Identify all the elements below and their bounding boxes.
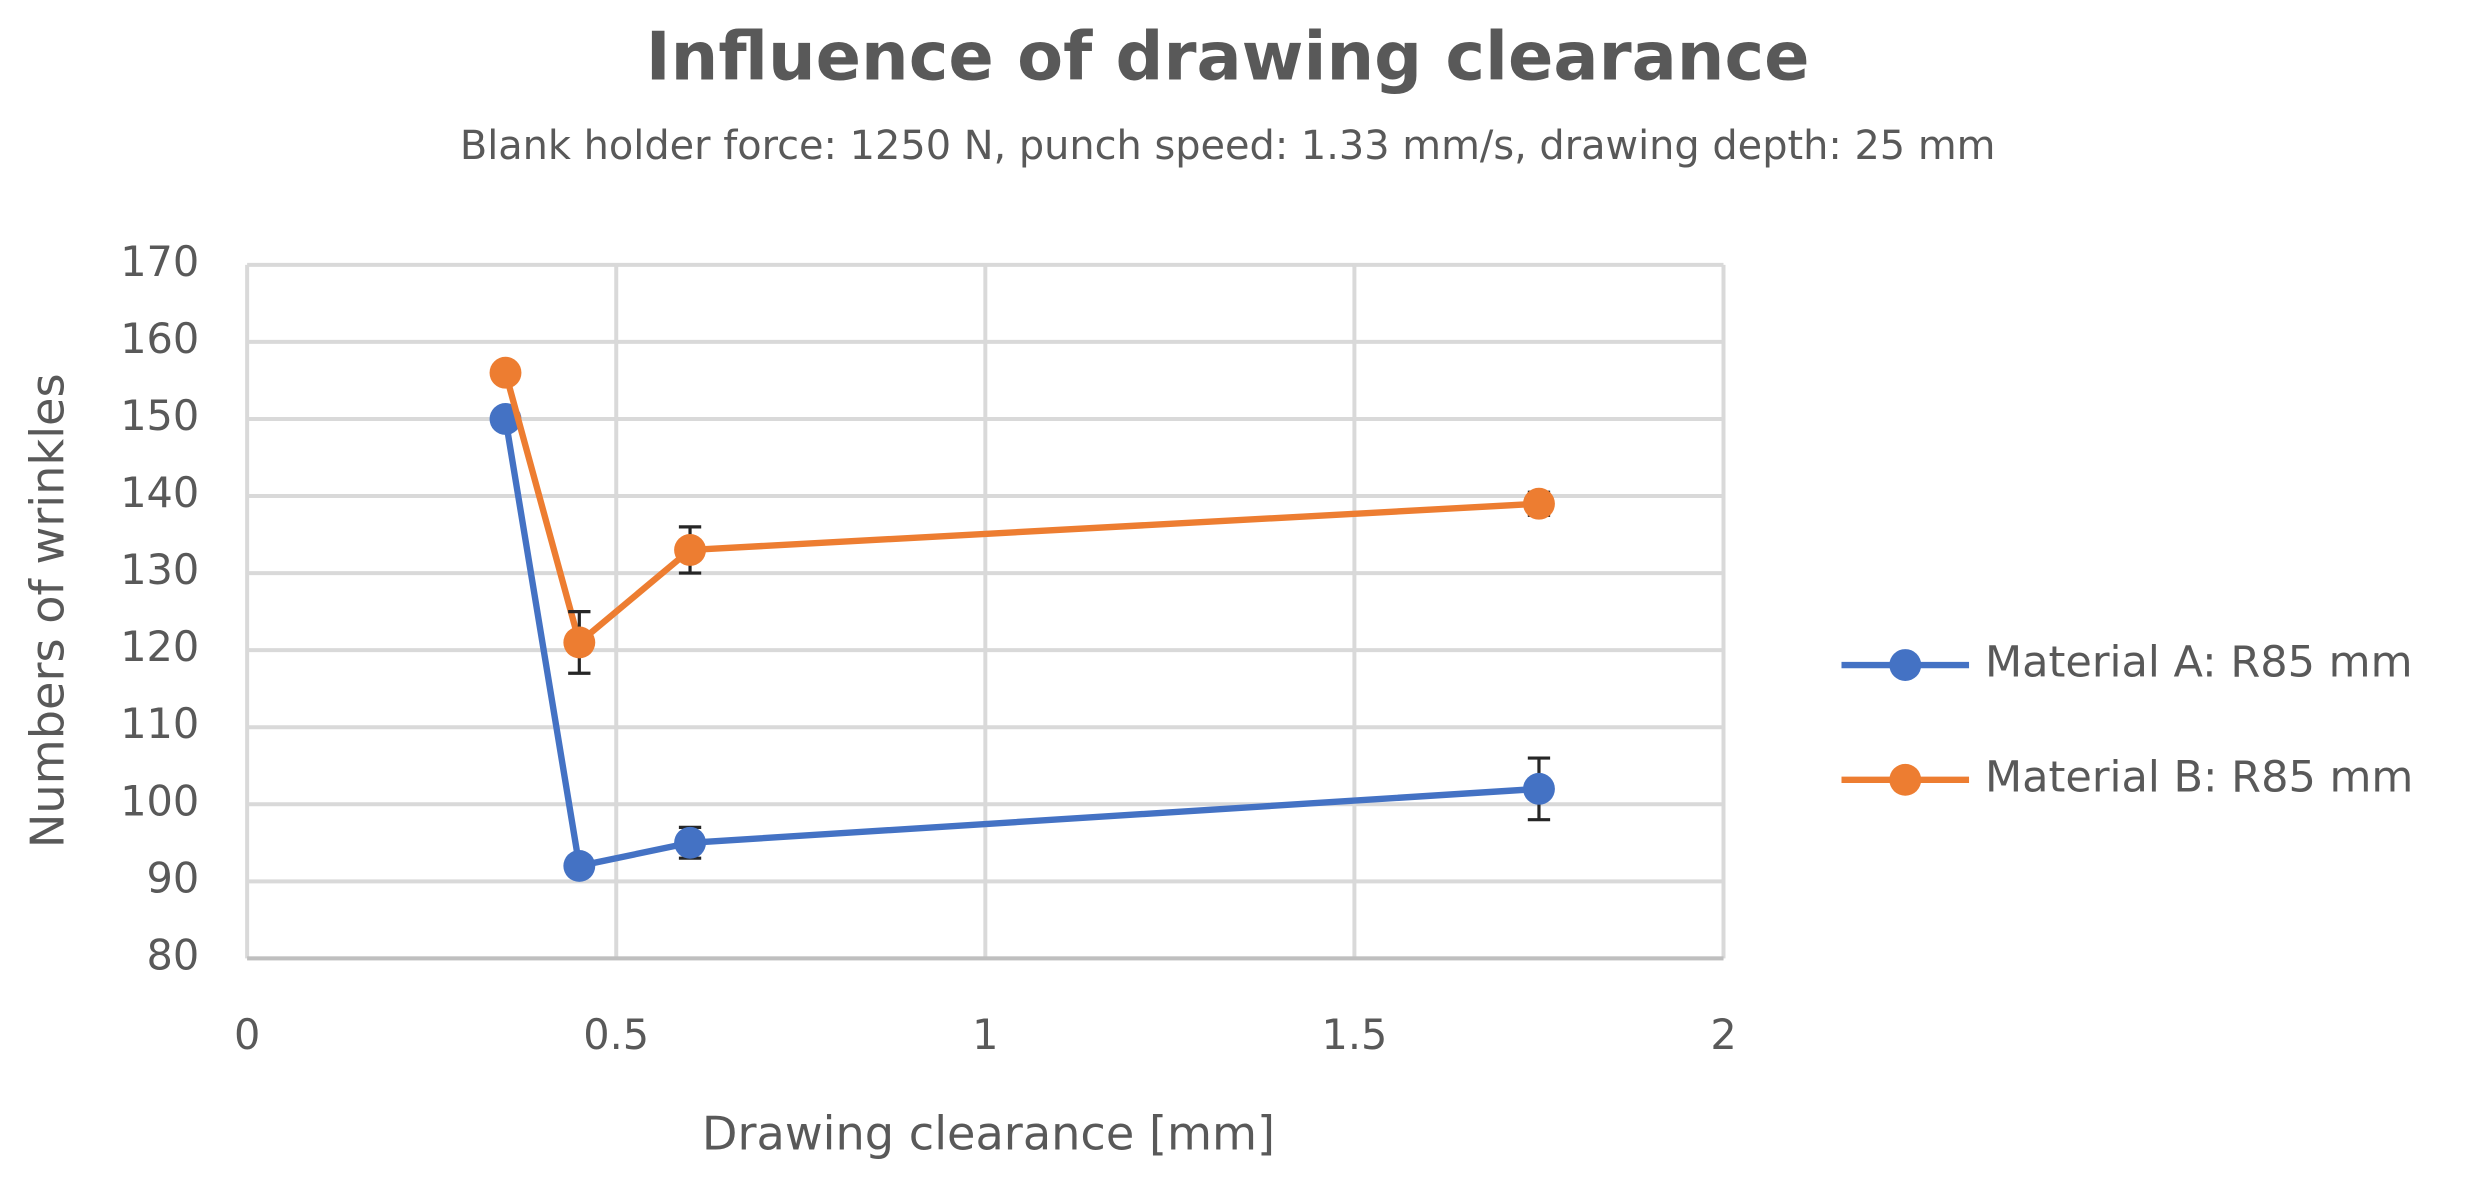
x-tick-label: 2 <box>1710 1011 1736 1059</box>
y-tick-label: 150 <box>120 392 199 440</box>
legend-marker <box>1889 763 1922 796</box>
y-tick-label: 90 <box>147 854 200 902</box>
y-tick-label: 130 <box>120 546 199 594</box>
x-tick-label: 1 <box>972 1011 998 1059</box>
legend-label: Material B: R85 mm <box>1985 752 2413 802</box>
x-tick-label: 0 <box>234 1011 260 1059</box>
legend-marker <box>1889 649 1922 681</box>
chart-subtitle: Blank holder force: 1250 N, punch speed:… <box>460 123 1996 169</box>
y-tick-label: 140 <box>120 469 199 517</box>
data-point <box>563 626 596 659</box>
chart-title: Influence of drawing clearance <box>646 17 1810 95</box>
y-tick-label: 120 <box>120 623 199 671</box>
x-tick-label: 0.5 <box>583 1011 649 1059</box>
y-axis-label: Numbers of wrinkles <box>21 373 75 848</box>
y-tick-label: 170 <box>120 238 199 286</box>
data-point <box>563 849 596 882</box>
series-line <box>502 418 1540 870</box>
legend-label: Material A: R85 mm <box>1985 638 2413 688</box>
series-line <box>502 371 1540 649</box>
y-tick-label: 110 <box>120 700 199 748</box>
y-tick-label: 160 <box>120 315 199 363</box>
x-axis-label: Drawing clearance [mm] <box>702 1106 1275 1160</box>
data-point <box>1523 772 1555 805</box>
data-point <box>674 826 706 859</box>
y-tick-label: 100 <box>120 777 199 825</box>
data-point <box>489 356 522 389</box>
y-tick-label: 80 <box>147 931 200 979</box>
data-point <box>1523 487 1555 520</box>
x-tick-label: 1.5 <box>1321 1011 1387 1059</box>
data-point <box>674 534 706 566</box>
